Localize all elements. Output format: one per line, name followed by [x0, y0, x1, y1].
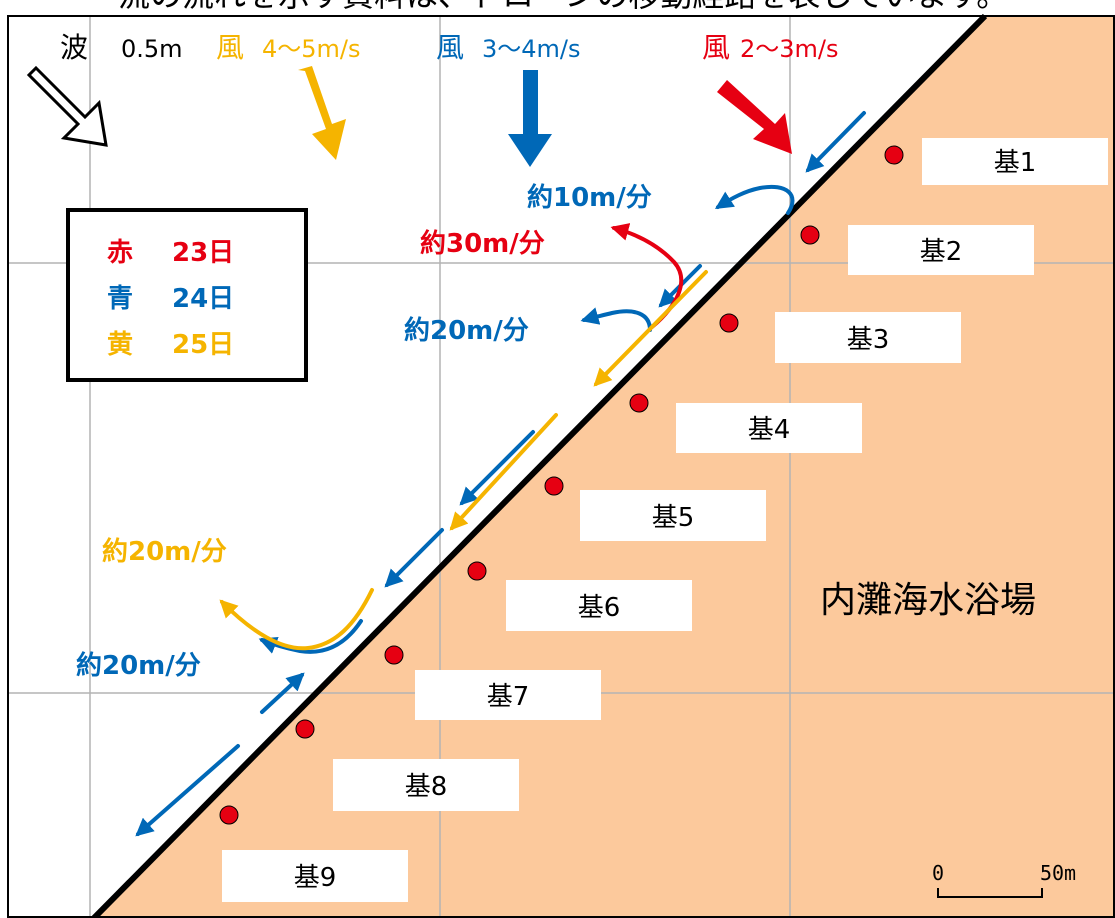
pier-labels: 基1 基2 基3 基4 基5 基6 基7 基8 基9 [222, 138, 1108, 902]
blue-path-segment [258, 619, 363, 654]
pier-label-1: 基1 [994, 148, 1037, 178]
pier-label-2: 基2 [920, 237, 963, 267]
scale-bar-end: 50m [1040, 861, 1076, 885]
speed-label-blue-top: 約10m/分 [527, 182, 652, 213]
legend-yellow-date: 25日 [172, 330, 234, 360]
legend-box [66, 208, 308, 382]
pier-markers [219, 145, 904, 825]
yellow-path-segment [449, 413, 558, 531]
scale-bar [937, 888, 1043, 898]
blue-path-segment [459, 430, 535, 506]
blue-path-segment [384, 528, 444, 588]
yellow-path-segment [219, 588, 374, 651]
wind-arrow-yellow-icon [298, 66, 346, 160]
blue-path-segment [135, 744, 240, 837]
blue-path-segment [580, 307, 652, 332]
blue-path-segment [805, 111, 866, 173]
scale-bar-start: 0 [932, 861, 944, 885]
pier-label-box [222, 850, 408, 902]
wind-arrow-blue-icon [508, 70, 552, 167]
legend-blue-label: 青 [107, 284, 133, 314]
wave-label: 波 [60, 31, 88, 64]
blue-path-segment [260, 672, 305, 714]
pier-label-6: 基6 [578, 593, 621, 623]
wind-yellow-label: 風 [216, 31, 244, 64]
speed-label-red: 約30m/分 [420, 228, 545, 259]
pier-marker-8 [295, 719, 315, 739]
pier-marker-1 [884, 145, 904, 165]
pier-label-3: 基3 [847, 325, 890, 355]
yellow-paths [219, 270, 708, 651]
pier-marker-4 [629, 393, 649, 413]
wind-blue-value: 3〜4m/s [482, 35, 581, 63]
speed-label-blue-middle: 約20m/分 [404, 315, 529, 346]
pier-label-8: 基8 [405, 772, 448, 802]
wind-arrow-red-icon [717, 80, 792, 154]
pier-label-box [775, 312, 961, 363]
pier-marker-5 [544, 476, 564, 496]
pier-label-box [848, 225, 1034, 275]
beach-label: 内灘海水浴場 [820, 580, 1036, 621]
pier-label-4: 基4 [748, 415, 791, 445]
wave-direction-arrow-icon [26, 65, 108, 147]
wind-red-label: 風 [702, 31, 730, 64]
legend-red-label: 赤 [107, 238, 133, 268]
blue-path-segment [714, 184, 795, 215]
pier-label-box [676, 403, 862, 453]
legend-red-date: 23日 [172, 238, 234, 268]
pier-marker-2 [800, 225, 820, 245]
pier-marker-6 [467, 561, 487, 581]
legend-blue-date: 24日 [172, 284, 234, 314]
blue-paths [135, 111, 866, 837]
wind-blue-label: 風 [436, 31, 464, 64]
pier-marker-7 [384, 645, 404, 665]
speed-label-yellow: 約20m/分 [102, 536, 227, 567]
pier-label-box [506, 580, 692, 631]
pier-marker-9 [219, 805, 239, 825]
pier-marker-3 [719, 313, 739, 333]
yellow-path-segment [593, 270, 708, 387]
pier-label-7: 基7 [487, 682, 530, 712]
pier-label-box [333, 759, 519, 811]
pier-label-box [922, 138, 1108, 185]
speed-label-blue-bottom: 約20m/分 [76, 650, 201, 681]
wave-value: 0.5m [121, 35, 183, 63]
wind-yellow-value: 4〜5m/s [262, 35, 361, 63]
pier-label-box [580, 490, 766, 541]
top-caption: 流の流れを示す資料は、ドローンの移動経路を表しています。 [118, 0, 1008, 14]
shoreline [91, 13, 988, 918]
pier-label-5: 基5 [652, 503, 695, 533]
map-frame [7, 15, 1115, 918]
pier-label-box [415, 670, 601, 720]
wind-red-value: 2〜3m/s [740, 35, 839, 63]
legend-yellow-label: 黄 [107, 330, 133, 360]
pier-label-9: 基9 [294, 863, 337, 893]
